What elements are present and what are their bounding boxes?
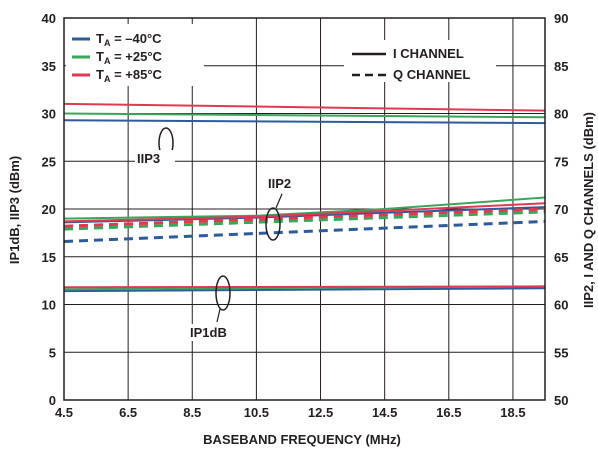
x-tick-label: 18.5 (500, 405, 525, 420)
y-tick-label-right: 55 (554, 345, 568, 360)
plot-frame (63, 17, 546, 401)
x-tick-label: 14.5 (372, 405, 397, 420)
series-ip1db-p85-i (63, 285, 546, 289)
series-iip3-p85-i (63, 102, 546, 112)
x-tick-label: 4.5 (55, 405, 73, 420)
x-axis-title: BASEBAND FREQUENCY (MHz) (203, 432, 401, 447)
y-axis-title-right: IIP2, I AND Q CHANNELS (dBm) (581, 112, 596, 308)
series-iip2-p25-i (63, 196, 546, 220)
series-iip3-p25-i (63, 112, 546, 119)
x-tick-label: 12.5 (308, 405, 333, 420)
y-tick-label-left: 35 (42, 59, 56, 74)
x-tick-label: 10.5 (244, 405, 269, 420)
ip1db-label: IP1dB (190, 325, 227, 340)
y-tick-label-right: 50 (554, 393, 568, 408)
y-tick-label-left: 0 (49, 393, 56, 408)
y-tick-label-left: 20 (42, 202, 56, 217)
ip1db-leader (216, 308, 221, 323)
legend: TA = –40°C TA = +25°C TA = +85°C I CHANN… (66, 24, 496, 86)
y-tick-label-left: 40 (42, 11, 56, 26)
axis-layer: 4.5 6.5 8.5 10.5 12.5 14.5 16.5 18.5 0 5 10 15 20 25 3… (42, 11, 569, 420)
iip3-label: IIP3 (137, 151, 160, 166)
x-tick-label: 8.5 (183, 405, 201, 420)
y-tick-label-right: 80 (554, 107, 568, 122)
series-iip2-p85-q (63, 207, 546, 228)
y-tick-label-right: 90 (554, 11, 568, 26)
series-iip3-m40-i (63, 119, 546, 125)
ip1db-ellipse (215, 275, 231, 311)
series-iip2-p25-q (63, 210, 546, 231)
y-tick-label-right: 75 (554, 154, 568, 169)
x-tick-label: 16.5 (436, 405, 461, 420)
series-layer (63, 102, 546, 293)
iip2-label: IIP2 (268, 176, 291, 191)
legend-channel-label-q: Q CHANNEL (393, 67, 470, 82)
legend-channel-label-i: I CHANNEL (393, 46, 464, 61)
legend-temp-label-p85: TA = +85°C (96, 67, 163, 84)
annotation-layer: IIP3 IIP2 IP1dB (135, 127, 302, 341)
y-tick-label-right: 70 (554, 202, 568, 217)
y-tick-label-left: 15 (42, 250, 56, 265)
x-tick-label: 6.5 (119, 405, 137, 420)
y-tick-label-left: 25 (42, 154, 56, 169)
y-tick-label-left: 10 (42, 298, 56, 313)
legend-temp-label-p25: TA = +25°C (96, 49, 163, 66)
series-ip1db-m40-i (63, 287, 546, 293)
y-tick-label-right: 65 (554, 250, 568, 265)
iip2-label-bg (266, 175, 302, 192)
series-iip2-p85-i (63, 202, 546, 223)
series-iip2-m40-q (63, 219, 546, 243)
iip2-ellipse (265, 207, 281, 241)
y-tick-label-left: 5 (49, 345, 56, 360)
ip1db-label-bg (188, 324, 238, 341)
y-axis-title-left: IP1dB, IIP3 (dBm) (7, 156, 22, 264)
y-tick-label-right: 85 (554, 59, 568, 74)
iip2-leader (275, 193, 283, 209)
legend-temp-label-m40: TA = –40°C (96, 31, 162, 48)
y-tick-label-left: 30 (42, 107, 56, 122)
y-tick-label-right: 60 (554, 298, 568, 313)
iip3-label-bg (135, 150, 175, 167)
